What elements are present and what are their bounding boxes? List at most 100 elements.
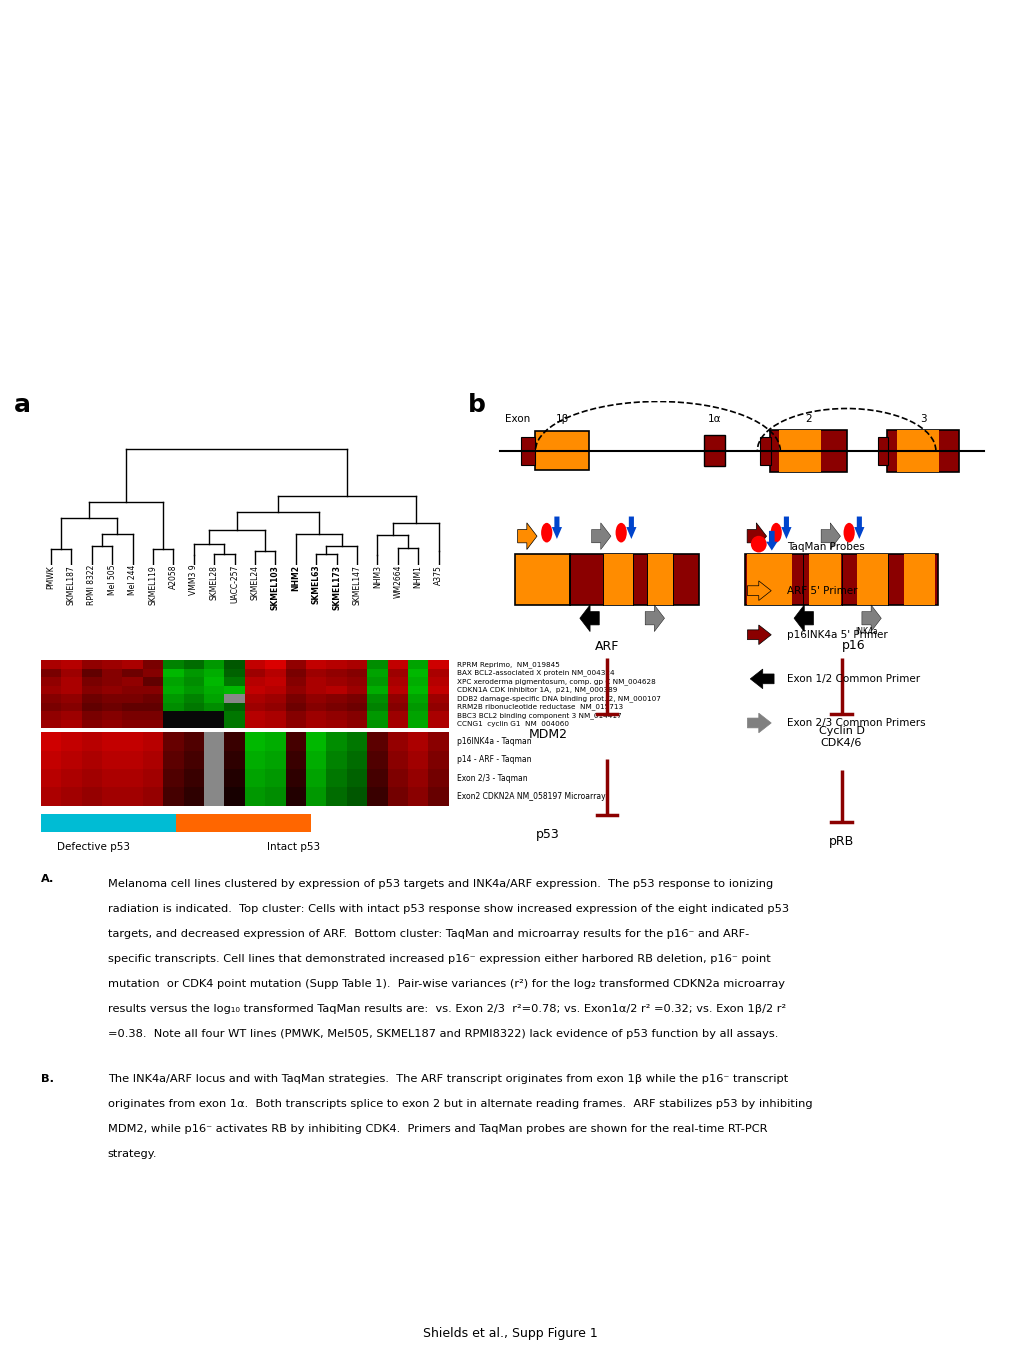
Text: BAX BCL2-associated X protein NM_004324: BAX BCL2-associated X protein NM_004324	[457, 670, 613, 676]
Bar	[102, 787, 122, 806]
Text: 2: 2	[804, 414, 811, 425]
Text: Exon2 CDKN2A NM_058197 Microarray: Exon2 CDKN2A NM_058197 Microarray	[457, 792, 604, 802]
Bar	[204, 660, 224, 668]
Text: INK4a: INK4a	[855, 627, 877, 636]
Bar	[82, 678, 102, 686]
Text: A.: A.	[41, 874, 54, 883]
Bar	[265, 732, 285, 751]
Bar	[82, 668, 102, 678]
Bar	[346, 710, 367, 720]
Bar	[326, 769, 346, 787]
Bar	[224, 751, 245, 769]
Bar	[163, 732, 183, 751]
Bar	[367, 694, 387, 702]
Bar	[346, 751, 367, 769]
FancyArrow shape	[750, 670, 773, 689]
Text: UACC-257: UACC-257	[230, 565, 238, 603]
Bar	[183, 710, 204, 720]
Bar	[285, 660, 306, 668]
Bar	[183, 660, 204, 668]
Bar	[428, 668, 448, 678]
Text: Exon 2/3 Common Primers: Exon 2/3 Common Primers	[787, 719, 925, 728]
Bar	[428, 751, 448, 769]
Bar	[143, 694, 163, 702]
Text: 1β: 1β	[555, 414, 568, 425]
Bar	[408, 732, 428, 751]
Bar	[183, 702, 204, 710]
Bar	[408, 686, 428, 694]
Bar	[387, 686, 408, 694]
Bar	[143, 668, 163, 678]
Bar	[183, 686, 204, 694]
Bar	[183, 720, 204, 728]
Bar	[306, 720, 326, 728]
FancyArrow shape	[747, 625, 770, 645]
Bar	[367, 660, 387, 668]
Bar	[122, 702, 143, 710]
Bar	[896, 430, 938, 472]
FancyArrow shape	[861, 604, 880, 632]
Text: SKMEL24: SKMEL24	[251, 565, 259, 600]
Text: The ​INK4a/ARF locus and with TaqMan strategies.  The ARF transcript originates : The ​INK4a/ARF locus and with TaqMan str…	[108, 1074, 788, 1083]
Bar	[387, 787, 408, 806]
Bar	[285, 710, 306, 720]
Text: radiation is indicated.  Top cluster: Cells with intact p53 response show increa: radiation is indicated. Top cluster: Cel…	[108, 904, 789, 913]
Bar	[122, 787, 143, 806]
Bar	[387, 710, 408, 720]
Bar	[265, 751, 285, 769]
Bar	[204, 732, 224, 751]
Bar	[428, 694, 448, 702]
Bar	[61, 720, 82, 728]
Bar	[306, 787, 326, 806]
Text: 3: 3	[919, 414, 925, 425]
Bar	[408, 694, 428, 702]
Bar	[163, 668, 183, 678]
Bar	[306, 769, 326, 787]
Bar	[245, 686, 265, 694]
Bar	[245, 668, 265, 678]
Bar	[41, 686, 61, 694]
Bar	[61, 769, 82, 787]
Text: TaqMan Probes: TaqMan Probes	[787, 542, 864, 551]
FancyArrow shape	[781, 517, 791, 539]
Bar	[224, 686, 245, 694]
Bar	[61, 660, 82, 668]
Bar	[204, 751, 224, 769]
Bar	[245, 678, 265, 686]
Bar	[163, 751, 183, 769]
Bar	[183, 678, 204, 686]
Bar	[326, 694, 346, 702]
Text: NHM3: NHM3	[373, 565, 381, 588]
FancyArrow shape	[517, 523, 536, 550]
Bar	[143, 710, 163, 720]
Bar	[204, 694, 224, 702]
Bar	[82, 720, 102, 728]
Bar	[245, 702, 265, 710]
Bar	[744, 554, 937, 604]
Bar	[387, 751, 408, 769]
Bar	[102, 702, 122, 710]
Bar	[82, 702, 102, 710]
Bar	[102, 668, 122, 678]
Bar	[367, 668, 387, 678]
Bar	[367, 787, 387, 806]
Bar	[521, 437, 535, 464]
Text: p53: p53	[536, 829, 559, 841]
Bar	[143, 678, 163, 686]
Bar	[428, 732, 448, 751]
Bar	[224, 702, 245, 710]
Bar	[306, 702, 326, 710]
Bar	[408, 702, 428, 710]
Bar	[387, 660, 408, 668]
Bar	[122, 710, 143, 720]
Bar	[61, 686, 82, 694]
Bar	[769, 430, 846, 472]
Text: SKMEL187: SKMEL187	[67, 565, 75, 604]
Text: BBC3 BCL2 binding component 3 NM_014417: BBC3 BCL2 binding component 3 NM_014417	[457, 712, 621, 719]
Bar	[204, 720, 224, 728]
Bar	[143, 660, 163, 668]
Bar	[61, 751, 82, 769]
Bar	[41, 814, 176, 832]
Bar	[41, 702, 61, 710]
Bar	[903, 554, 933, 604]
